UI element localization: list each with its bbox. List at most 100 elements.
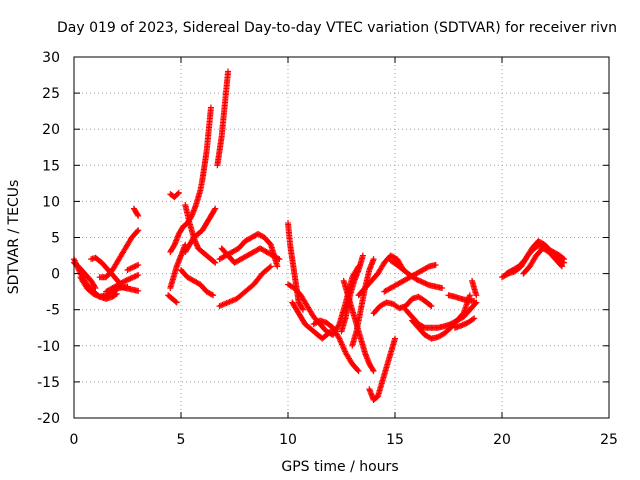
series-arc23 [289,299,334,342]
y-tick-label: 25 [42,86,60,102]
data-point [134,228,141,235]
series-arc08 [115,283,142,294]
data-marks [71,68,568,403]
data-point [355,368,362,375]
data-point [354,367,361,374]
y-tick-label: -5 [46,303,60,319]
series-arc17 [214,68,232,169]
x-axis-label: GPS time / hours [281,459,398,475]
y-tick-label: 15 [42,158,60,174]
series-arc11 [167,104,214,255]
y-tick-label: 0 [51,267,60,283]
data-point [275,255,282,262]
series-arc18 [216,263,274,310]
data-point [134,211,141,218]
data-point [471,315,478,322]
data-point [267,263,274,270]
data-point [174,190,181,197]
data-point [212,259,219,266]
data-point [466,292,473,299]
y-tick-label: -10 [37,339,60,355]
series-arc04 [88,254,122,286]
data-point [135,212,142,219]
data-point [370,256,377,263]
data-point [428,303,435,310]
series-arc30 [370,293,435,317]
series-arc14 [182,202,219,266]
series-arc39 [503,238,568,277]
data-point [473,292,480,299]
data-point [135,261,142,268]
y-tick-label: -20 [37,411,60,427]
x-tick-label: 20 [493,432,511,448]
y-axis-label: SDTVAR / TECUs [6,180,22,295]
y-tick-label: 5 [51,231,60,247]
data-point [266,264,273,271]
x-tick-label: 10 [279,432,297,448]
data-point [173,299,180,306]
data-point [211,258,218,265]
series-arc40 [520,245,565,277]
grid-layer [74,57,609,418]
series-arc09 [130,205,142,219]
x-tick-label: 5 [177,432,186,448]
series-arc12 [165,292,180,306]
series-arc27 [338,252,366,335]
data-point [276,256,283,263]
series-arc33 [402,299,480,331]
data-point [439,285,446,292]
data-point [558,262,565,269]
data-point [112,291,119,298]
y-tick-label: 10 [42,194,60,210]
tick-layer: 0 5 10 15 20 25 -20 -15 -10 -5 0 5 10 15 20 25 30 [37,50,618,448]
series-arc32 [387,257,446,292]
data-point [392,335,398,342]
series-arc36 [451,315,478,331]
x-tick-label: 25 [600,432,618,448]
series-arc10 [167,189,182,201]
series-arc37 [469,277,480,299]
data-point [359,252,366,259]
data-point [326,329,333,336]
series-arc05 [96,227,142,281]
data-point [274,263,281,270]
series-arc31 [381,261,439,295]
series-arc35 [445,292,478,305]
series-arc20 [218,245,283,266]
y-tick-label: 20 [42,122,60,138]
data-point [208,291,215,298]
x-tick-label: 0 [70,432,79,448]
data-point [91,283,98,290]
data-point [299,305,306,312]
data-point [225,68,232,75]
data-point [370,368,377,375]
data-point [135,272,142,279]
data-point [558,263,565,270]
series-arc06 [103,272,142,295]
data-point [427,302,434,309]
data-point [469,316,476,323]
chart-title: Day 019 of 2023, Sidereal Day-to-day VTE… [57,20,617,36]
data-point [432,261,439,268]
data-point [471,298,478,305]
series-arc16 [178,266,217,299]
data-point [207,104,214,111]
x-tick-label: 15 [386,432,404,448]
y-tick-label: -15 [37,375,60,391]
data-point [210,292,217,299]
data-point [369,366,376,373]
data-point [92,285,99,292]
y-tick-label: 30 [42,50,60,66]
data-point [175,189,182,196]
data-point [211,206,218,213]
series-arc28 [366,335,398,403]
series-arc24 [310,317,362,375]
data-point [135,227,142,234]
data-point [172,298,179,305]
series-arc15 [182,205,219,255]
series-arc02 [71,259,99,292]
data-point [212,205,219,212]
data-point [299,306,306,313]
series-arc26 [349,256,377,349]
data-point [135,287,142,294]
